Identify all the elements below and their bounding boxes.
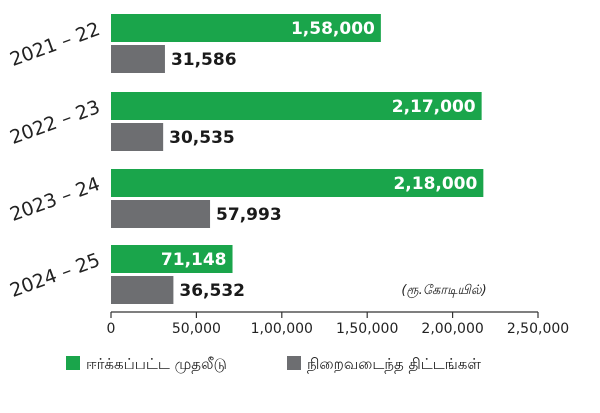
legend-label-completed: நிறைவடைந்த திட்டங்கள் xyxy=(307,355,481,373)
value-label-completed-2: 30,535 xyxy=(169,128,235,148)
legend-swatch-completed xyxy=(287,356,301,370)
bar-completed-3 xyxy=(111,200,211,228)
category-labels-group: 2021 – 22 2022 – 23 2023 – 24 2024 – 25 xyxy=(7,18,103,302)
value-label-completed-1: 31,586 xyxy=(171,50,237,70)
value-label-completed-4: 36,532 xyxy=(179,281,245,301)
value-label-completed-3: 57,993 xyxy=(216,205,282,225)
bar-investment-3 xyxy=(111,169,484,197)
x-axis-ticks-group: 0 50,000 1,00,000 1,50,000 2,00,000 2,50,000 xyxy=(107,312,569,337)
x-tick-label-5: 2,50,000 xyxy=(507,321,569,337)
bars-group xyxy=(111,14,484,304)
bar-investment-1 xyxy=(111,14,381,42)
value-labels-group: 1,58,000 31,586 2,17,000 30,535 2,18,000 57,9… xyxy=(161,19,478,301)
value-label-investment-2: 2,17,000 xyxy=(392,97,476,117)
bar-completed-1 xyxy=(111,45,165,73)
x-tick-label-0: 0 xyxy=(107,321,116,337)
legend-label-investment: ஈர்க்கப்பட்ட முதலீடு xyxy=(86,355,227,373)
category-label-1: 2021 – 22 xyxy=(7,18,103,71)
category-label-3: 2023 – 24 xyxy=(7,173,103,226)
category-label-2: 2022 – 23 xyxy=(7,96,103,149)
x-tick-label-2: 1,00,000 xyxy=(251,321,313,337)
value-label-investment-4: 71,148 xyxy=(161,250,227,270)
bar-investment-2 xyxy=(111,92,482,120)
legend: ஈர்க்கப்பட்ட முதலீடு நிறைவடைந்த திட்டங்க… xyxy=(66,355,481,373)
legend-swatch-investment xyxy=(66,356,80,370)
x-tick-label-3: 1,50,000 xyxy=(336,321,398,337)
bar-completed-4 xyxy=(111,276,174,304)
value-label-investment-3: 2,18,000 xyxy=(393,174,477,194)
x-tick-label-1: 50,000 xyxy=(172,321,221,337)
unit-note: (ரூ.கோடியில்) xyxy=(401,283,486,299)
x-tick-label-4: 2,00,000 xyxy=(421,321,483,337)
bar-investment-4 xyxy=(111,245,233,273)
value-label-investment-1: 1,58,000 xyxy=(291,19,375,39)
bar-completed-2 xyxy=(111,123,164,151)
category-label-4: 2024 – 25 xyxy=(7,249,103,302)
